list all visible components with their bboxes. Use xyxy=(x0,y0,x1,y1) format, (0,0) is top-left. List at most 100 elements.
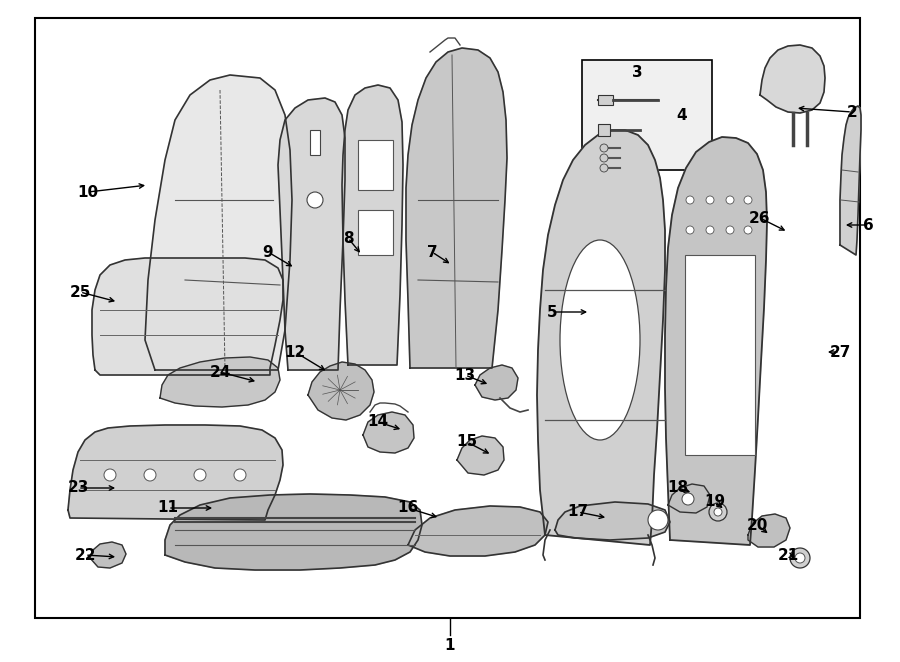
Polygon shape xyxy=(840,106,861,255)
Text: 6: 6 xyxy=(862,218,873,232)
Text: 27: 27 xyxy=(829,344,850,359)
Polygon shape xyxy=(342,85,403,365)
Circle shape xyxy=(744,286,752,294)
Text: 16: 16 xyxy=(398,500,418,516)
Circle shape xyxy=(744,256,752,264)
Circle shape xyxy=(706,436,714,444)
Circle shape xyxy=(686,436,694,444)
Text: 21: 21 xyxy=(778,547,798,563)
Text: 24: 24 xyxy=(210,365,230,379)
Polygon shape xyxy=(165,494,422,570)
Circle shape xyxy=(744,376,752,384)
Circle shape xyxy=(744,406,752,414)
Circle shape xyxy=(790,548,810,568)
Circle shape xyxy=(706,196,714,204)
Polygon shape xyxy=(92,258,283,375)
Polygon shape xyxy=(668,484,710,513)
Bar xyxy=(358,140,393,190)
Circle shape xyxy=(744,196,752,204)
Text: 8: 8 xyxy=(343,230,354,246)
Ellipse shape xyxy=(560,240,640,440)
Circle shape xyxy=(600,144,608,152)
Circle shape xyxy=(648,510,668,530)
Circle shape xyxy=(686,316,694,324)
Circle shape xyxy=(706,226,714,234)
Text: 18: 18 xyxy=(668,481,688,495)
Circle shape xyxy=(686,286,694,294)
Bar xyxy=(598,95,613,105)
Bar xyxy=(685,255,755,455)
Circle shape xyxy=(686,226,694,234)
Polygon shape xyxy=(308,362,374,420)
Circle shape xyxy=(682,493,694,505)
Circle shape xyxy=(726,376,734,384)
Polygon shape xyxy=(408,506,548,556)
Circle shape xyxy=(706,346,714,354)
Text: 23: 23 xyxy=(68,481,89,495)
Circle shape xyxy=(686,346,694,354)
Text: 7: 7 xyxy=(427,244,437,260)
Text: 15: 15 xyxy=(456,434,478,449)
Circle shape xyxy=(726,346,734,354)
Circle shape xyxy=(726,226,734,234)
Circle shape xyxy=(744,436,752,444)
Circle shape xyxy=(795,553,805,563)
Text: 19: 19 xyxy=(705,495,725,510)
Circle shape xyxy=(726,256,734,264)
Circle shape xyxy=(686,406,694,414)
Circle shape xyxy=(744,346,752,354)
Text: 25: 25 xyxy=(69,285,91,299)
Circle shape xyxy=(709,503,727,521)
Polygon shape xyxy=(457,436,504,475)
Text: 1: 1 xyxy=(445,638,455,653)
Circle shape xyxy=(726,406,734,414)
Circle shape xyxy=(706,406,714,414)
Text: 20: 20 xyxy=(746,518,768,532)
Circle shape xyxy=(600,154,608,162)
Text: 11: 11 xyxy=(158,500,178,516)
Text: 13: 13 xyxy=(454,367,475,383)
Polygon shape xyxy=(160,357,280,407)
Text: 9: 9 xyxy=(263,244,274,260)
Text: 26: 26 xyxy=(749,211,770,226)
Polygon shape xyxy=(475,365,518,400)
Polygon shape xyxy=(760,45,825,113)
Text: 3: 3 xyxy=(632,64,643,79)
Circle shape xyxy=(744,316,752,324)
Circle shape xyxy=(600,164,608,172)
Circle shape xyxy=(714,508,722,516)
Polygon shape xyxy=(665,137,767,545)
Circle shape xyxy=(706,376,714,384)
Circle shape xyxy=(726,316,734,324)
Text: 2: 2 xyxy=(847,105,858,120)
Circle shape xyxy=(706,256,714,264)
Text: 10: 10 xyxy=(77,185,99,199)
Polygon shape xyxy=(68,425,283,520)
Bar xyxy=(598,124,610,136)
Polygon shape xyxy=(90,542,126,568)
Circle shape xyxy=(706,286,714,294)
Polygon shape xyxy=(363,412,414,453)
Text: 22: 22 xyxy=(75,547,95,563)
Bar xyxy=(582,60,712,170)
Polygon shape xyxy=(537,130,665,545)
Circle shape xyxy=(194,469,206,481)
Circle shape xyxy=(726,436,734,444)
Text: 12: 12 xyxy=(284,344,306,359)
Text: 4: 4 xyxy=(677,107,688,122)
Polygon shape xyxy=(555,502,670,540)
Polygon shape xyxy=(145,75,292,370)
Bar xyxy=(310,130,320,155)
Circle shape xyxy=(144,469,156,481)
Text: 14: 14 xyxy=(367,414,389,430)
Circle shape xyxy=(234,469,246,481)
Polygon shape xyxy=(748,514,790,547)
Circle shape xyxy=(686,376,694,384)
Circle shape xyxy=(726,286,734,294)
Bar xyxy=(358,210,393,255)
Circle shape xyxy=(307,192,323,208)
Text: 5: 5 xyxy=(546,305,557,320)
Circle shape xyxy=(104,469,116,481)
Polygon shape xyxy=(406,48,507,368)
Circle shape xyxy=(726,196,734,204)
